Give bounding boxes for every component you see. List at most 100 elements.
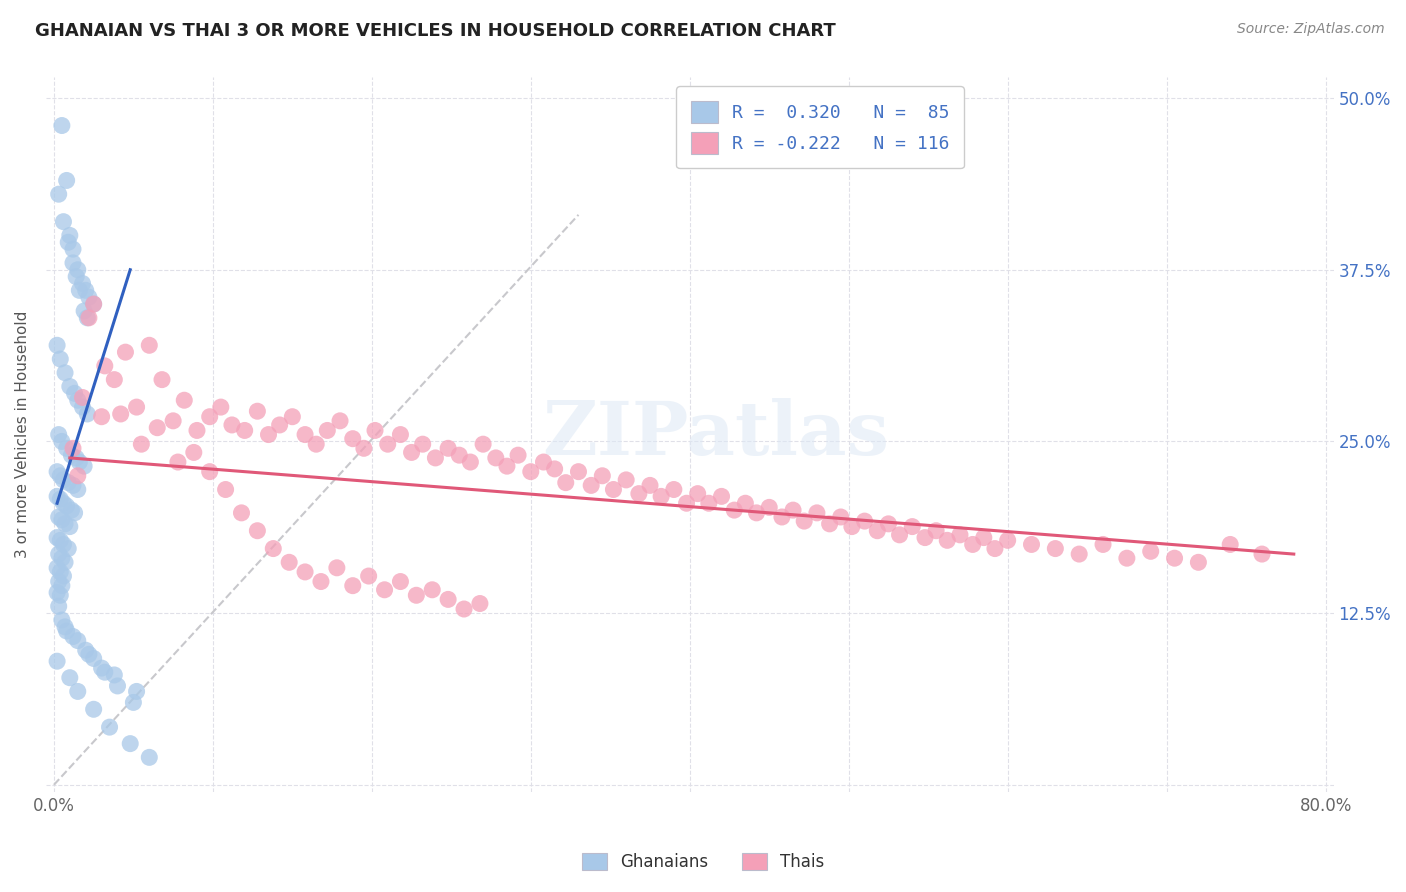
Point bbox=[262, 541, 284, 556]
Point bbox=[58, 475, 80, 490]
Point bbox=[329, 414, 352, 428]
Legend: R =  0.320   N =  85, R = -0.222   N = 116: R = 0.320 N = 85, R = -0.222 N = 116 bbox=[676, 87, 965, 169]
Point bbox=[326, 561, 349, 575]
Point bbox=[73, 459, 96, 474]
Point bbox=[46, 585, 69, 599]
Point bbox=[55, 442, 77, 456]
Point bbox=[353, 442, 375, 456]
Point bbox=[49, 588, 72, 602]
Point bbox=[997, 533, 1019, 548]
Point bbox=[83, 297, 105, 311]
Point bbox=[131, 437, 153, 451]
Point bbox=[485, 450, 508, 465]
Point bbox=[686, 486, 709, 500]
Point bbox=[506, 448, 529, 462]
Point bbox=[103, 668, 125, 682]
Point bbox=[62, 478, 84, 492]
Point bbox=[66, 684, 89, 698]
Point bbox=[59, 519, 82, 533]
Point bbox=[770, 510, 793, 524]
Point bbox=[567, 465, 589, 479]
Text: GHANAIAN VS THAI 3 OR MORE VEHICLES IN HOUSEHOLD CORRELATION CHART: GHANAIAN VS THAI 3 OR MORE VEHICLES IN H… bbox=[35, 22, 837, 40]
Point bbox=[437, 592, 460, 607]
Point bbox=[1187, 555, 1209, 569]
Point bbox=[52, 215, 75, 229]
Point bbox=[167, 455, 190, 469]
Point bbox=[294, 427, 316, 442]
Point bbox=[437, 442, 460, 456]
Point bbox=[269, 417, 291, 432]
Point bbox=[614, 473, 637, 487]
Point bbox=[342, 432, 364, 446]
Point bbox=[60, 448, 83, 462]
Point bbox=[602, 483, 624, 497]
Point bbox=[425, 450, 447, 465]
Point bbox=[889, 528, 911, 542]
Point bbox=[675, 496, 697, 510]
Point bbox=[83, 702, 105, 716]
Point bbox=[468, 597, 491, 611]
Point bbox=[460, 455, 482, 469]
Point bbox=[949, 528, 972, 542]
Point bbox=[533, 455, 555, 469]
Point bbox=[342, 579, 364, 593]
Point bbox=[1219, 537, 1241, 551]
Point bbox=[73, 304, 96, 318]
Point bbox=[377, 437, 399, 451]
Point bbox=[793, 514, 815, 528]
Point bbox=[72, 391, 94, 405]
Point bbox=[554, 475, 576, 490]
Point bbox=[1163, 551, 1185, 566]
Point bbox=[841, 519, 863, 533]
Point bbox=[357, 569, 380, 583]
Point bbox=[146, 420, 169, 434]
Point bbox=[173, 393, 195, 408]
Point bbox=[58, 235, 80, 250]
Point bbox=[46, 338, 69, 352]
Point bbox=[162, 414, 184, 428]
Point bbox=[278, 555, 301, 569]
Point bbox=[281, 409, 304, 424]
Point bbox=[90, 409, 112, 424]
Point bbox=[77, 648, 100, 662]
Point bbox=[67, 455, 90, 469]
Point bbox=[745, 506, 768, 520]
Point bbox=[75, 283, 97, 297]
Point bbox=[246, 524, 269, 538]
Point bbox=[72, 400, 94, 414]
Point bbox=[806, 506, 828, 520]
Point bbox=[472, 437, 495, 451]
Point bbox=[46, 654, 69, 668]
Point bbox=[52, 473, 75, 487]
Point bbox=[183, 445, 205, 459]
Point bbox=[221, 417, 243, 432]
Point bbox=[579, 478, 602, 492]
Point bbox=[1069, 547, 1091, 561]
Point bbox=[1045, 541, 1067, 556]
Point bbox=[936, 533, 959, 548]
Point bbox=[901, 519, 924, 533]
Point bbox=[62, 630, 84, 644]
Point bbox=[257, 427, 280, 442]
Point bbox=[389, 574, 412, 589]
Point bbox=[638, 478, 661, 492]
Point bbox=[76, 310, 98, 325]
Point bbox=[103, 373, 125, 387]
Point bbox=[51, 613, 73, 627]
Point bbox=[83, 651, 105, 665]
Point bbox=[66, 262, 89, 277]
Point bbox=[316, 424, 339, 438]
Point bbox=[231, 506, 253, 520]
Point bbox=[62, 256, 84, 270]
Point bbox=[305, 437, 328, 451]
Point bbox=[52, 496, 75, 510]
Point bbox=[46, 465, 69, 479]
Point bbox=[1139, 544, 1161, 558]
Point bbox=[65, 269, 87, 284]
Point bbox=[758, 500, 780, 515]
Point bbox=[246, 404, 269, 418]
Point bbox=[520, 465, 543, 479]
Point bbox=[914, 531, 936, 545]
Point bbox=[98, 720, 121, 734]
Point bbox=[1115, 551, 1137, 566]
